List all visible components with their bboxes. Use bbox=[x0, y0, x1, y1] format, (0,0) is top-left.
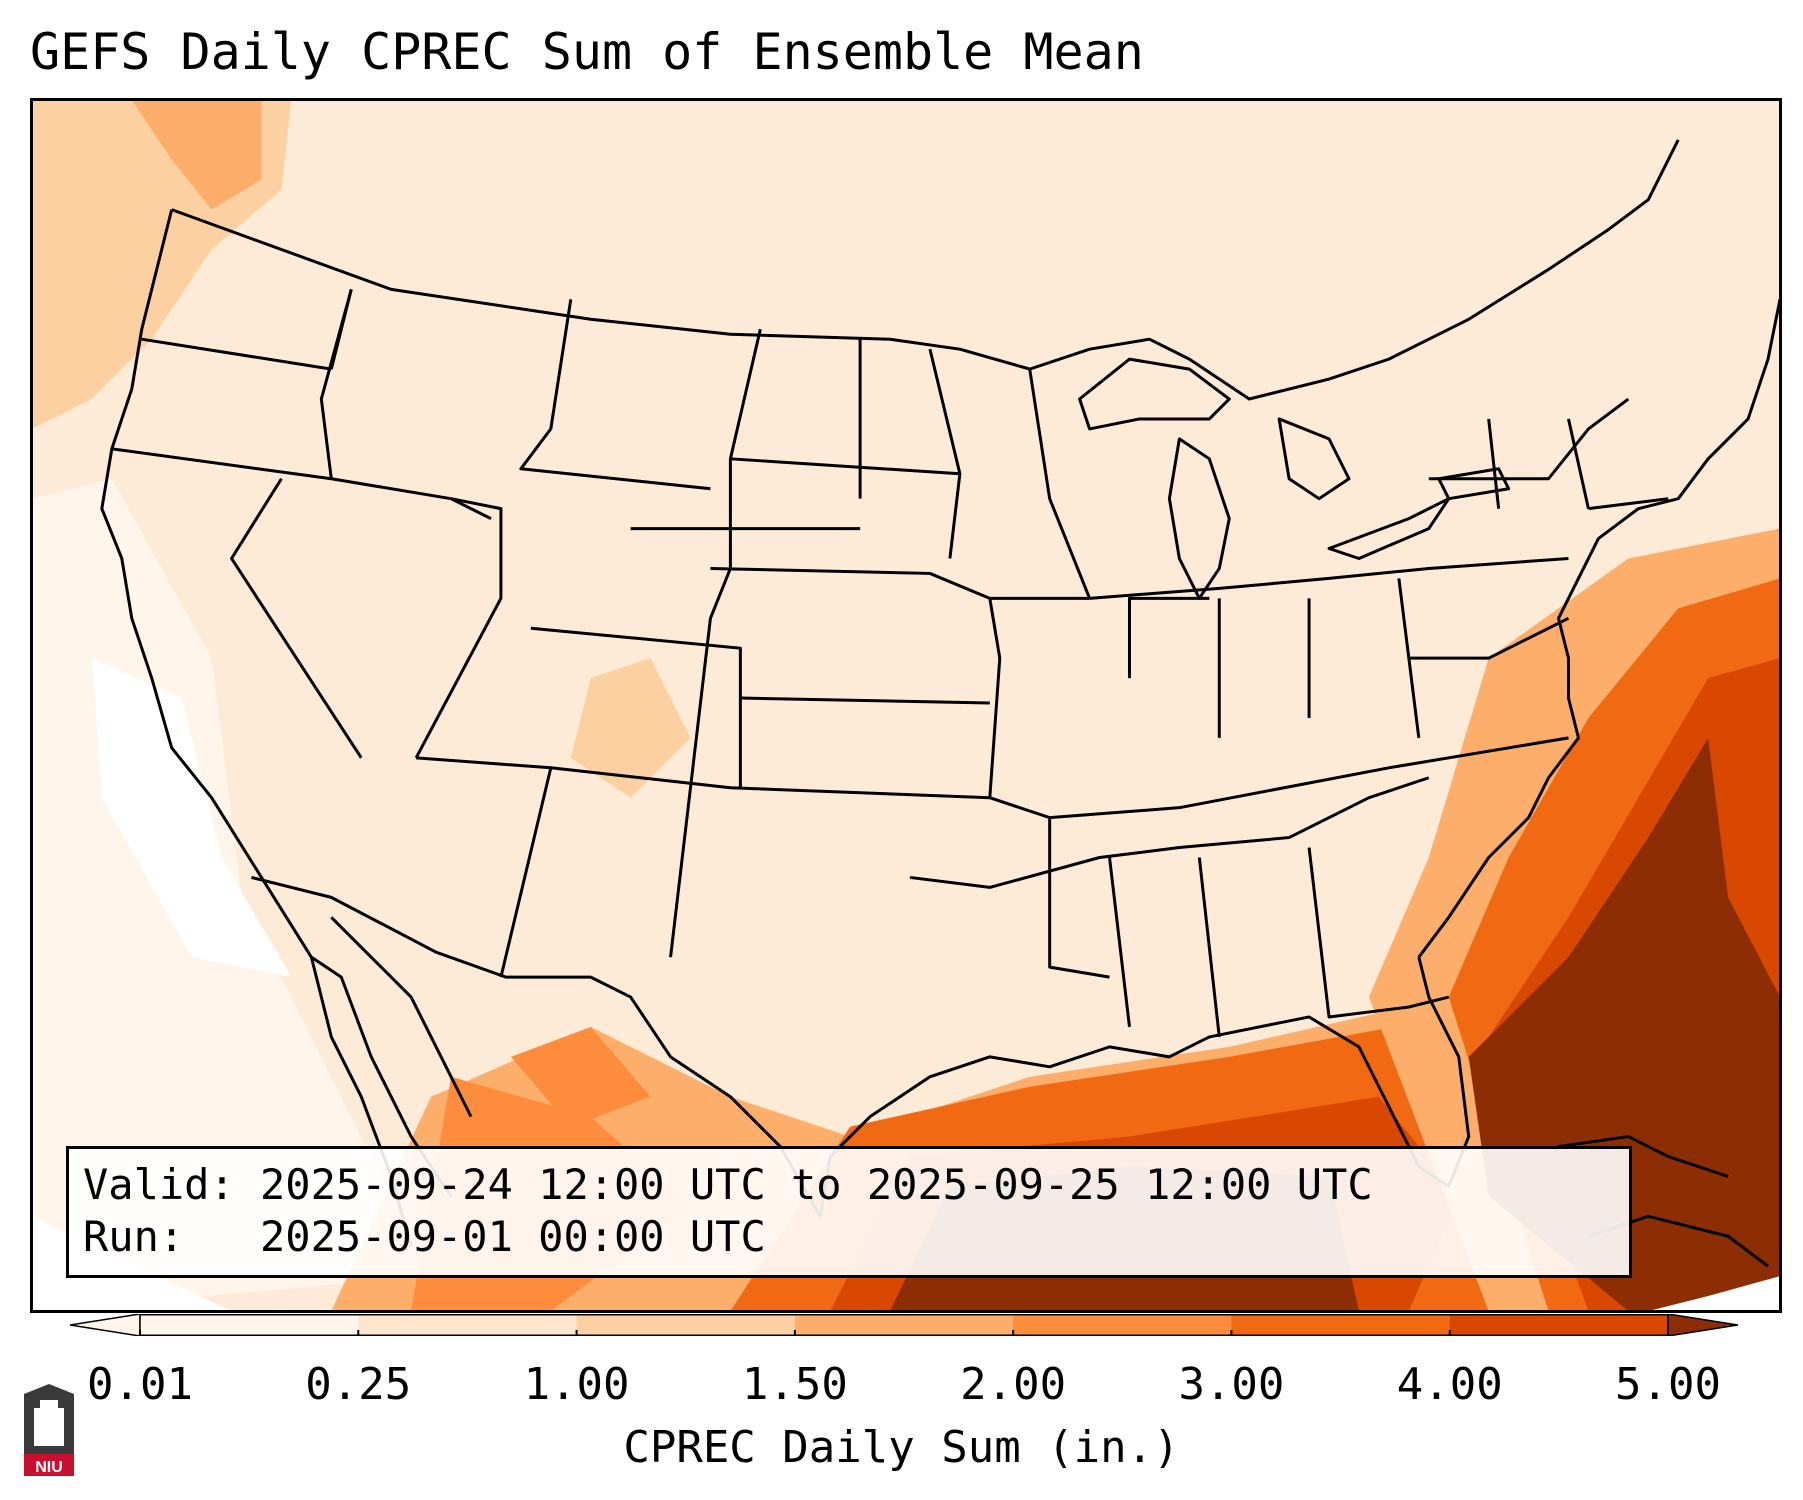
colorbar-segment bbox=[1013, 1314, 1232, 1336]
colorbar-extend-low bbox=[70, 1314, 141, 1336]
colorbar-tick-label: 2.00 bbox=[960, 1359, 1067, 1410]
colorbar-tick-label: 3.00 bbox=[1178, 1359, 1285, 1410]
colorbar-segment bbox=[1231, 1314, 1451, 1336]
precipitation-map bbox=[30, 98, 1782, 1313]
colorbar-extend-high bbox=[1667, 1314, 1738, 1336]
valid-time-range: 2025-09-24 12:00 UTC to 2025-09-25 12:00… bbox=[260, 1160, 1373, 1209]
map-title: GEFS Daily CPREC Sum of Ensemble Mean bbox=[30, 23, 1144, 81]
colorbar-tick-label: 5.00 bbox=[1615, 1359, 1721, 1410]
run-time: 2025-09-01 00:00 UTC bbox=[260, 1212, 766, 1261]
logo-text: NIU bbox=[35, 1459, 63, 1476]
colorbar-tick-label: 1.00 bbox=[523, 1359, 630, 1410]
validity-info-box: Valid: 2025-09-24 12:00 UTC to 2025-09-2… bbox=[66, 1146, 1632, 1278]
niu-logo: NIU bbox=[24, 1384, 74, 1476]
colorbar-segment bbox=[358, 1314, 578, 1336]
colorbar-outline bbox=[139, 1314, 1669, 1336]
run-label: Run: bbox=[83, 1212, 185, 1261]
colorbar-segment bbox=[140, 1314, 359, 1336]
colorbar-segment bbox=[1449, 1314, 1669, 1336]
colorbar-segment bbox=[794, 1314, 1014, 1336]
colorbar-label: CPREC Daily Sum (in.) bbox=[623, 1422, 1180, 1473]
colorbar-tick-label: 0.25 bbox=[305, 1359, 412, 1410]
colorbar-tick-label: 4.00 bbox=[1396, 1359, 1503, 1410]
colorbar-tick-label: 0.01 bbox=[87, 1359, 193, 1410]
colorbar-segment bbox=[576, 1314, 796, 1336]
valid-label: Valid: bbox=[83, 1160, 235, 1209]
colorbar bbox=[70, 1314, 1738, 1336]
colorbar-tick-label: 1.50 bbox=[741, 1359, 848, 1410]
